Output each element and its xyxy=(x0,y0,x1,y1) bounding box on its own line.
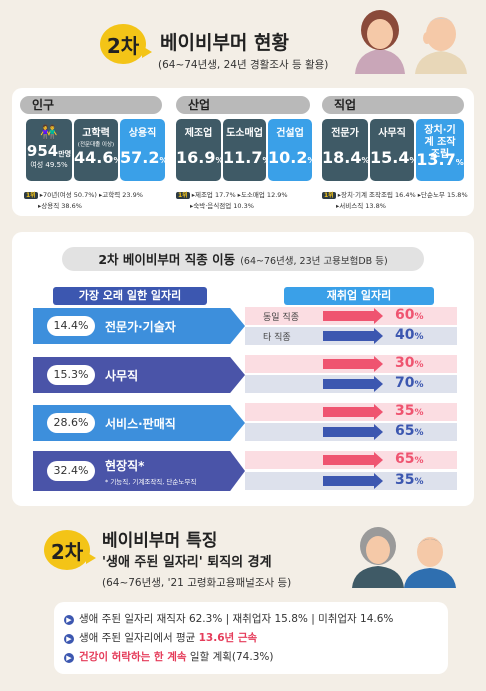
population-value: 954만명 xyxy=(26,142,72,160)
other-value: 35% xyxy=(395,472,424,488)
industry-retail-box: 도소매업 11.7% xyxy=(223,119,271,181)
occupation-note: 1위 ▸장치·기계 조작조립 16.4% ▸단순노무 15.8% ▸서비스직 13.… xyxy=(322,191,468,210)
mobility-row-left: 28.6% 서비스·판매직 xyxy=(33,405,245,441)
industry-label: 제조업 xyxy=(184,128,213,139)
row-share: 32.4% xyxy=(47,461,95,481)
occupation-value: 15.4% xyxy=(370,148,418,167)
mobility-row-left: 32.4% 현장직* * 기능직, 기계조작직, 단순노무직 xyxy=(33,451,245,491)
other-strip: 타 직종 40% xyxy=(245,327,457,345)
same-arrow xyxy=(323,356,383,372)
features-panel xyxy=(54,602,448,674)
features-source: (64~76년생, '21 고령화고용패널조사 등) xyxy=(102,577,292,589)
industry-construction-box: 건설업 10.2% xyxy=(268,119,316,181)
couple-illustration xyxy=(345,4,475,74)
mobility-title: 2차 베이비부머 직종 이동 xyxy=(98,252,236,267)
same-value: 30% xyxy=(395,355,424,371)
regular-job-value: 57.2% xyxy=(120,148,168,167)
bullet-icon: ▶ xyxy=(64,653,74,663)
other-strip: 65% xyxy=(245,423,457,441)
page-title: 베이비부머 현황 xyxy=(160,32,289,54)
row-label: 사무직 xyxy=(105,369,139,383)
header-badge: 2차 xyxy=(100,24,152,64)
same-arrow xyxy=(323,404,383,420)
same-arrow xyxy=(323,452,383,468)
feature-bullet: ▶ 건강이 허락하는 한 계속 일할 계획(74.3%) xyxy=(64,649,273,664)
mobility-title-bar: 2차 베이비부머 직종 이동 (64~76년생, 23년 고용보험DB 등) xyxy=(62,247,424,271)
other-value: 40% xyxy=(395,327,424,343)
education-label: 고학력 xyxy=(82,128,110,139)
occupation-label: 장치·기계 조작조립 xyxy=(424,125,456,160)
row-label: 전문가·기술자 xyxy=(105,320,176,334)
same-label: 동일 직종 xyxy=(263,313,299,323)
industry-manufacturing-box: 제조업 16.9% xyxy=(176,119,224,181)
industry-value: 10.2% xyxy=(268,148,316,167)
regular-job-label: 상용직 xyxy=(128,128,157,139)
left-header: 가장 오래 일한 일자리 xyxy=(53,287,207,305)
row-share: 14.4% xyxy=(47,316,95,336)
other-arrow xyxy=(323,473,383,489)
education-sub: (전문대졸 이상) xyxy=(77,142,115,148)
industry-value: 11.7% xyxy=(223,148,271,167)
education-box: 고학력 (전문대졸 이상) 44.6% xyxy=(74,119,122,181)
industry-note: 1위 ▸제조업 17.7% ▸도소매업 12.9% ▸숙박·음식점업 10.3% xyxy=(176,191,288,210)
other-label: 타 직종 xyxy=(263,333,291,343)
same-value: 65% xyxy=(395,451,424,467)
other-arrow xyxy=(323,328,383,344)
other-value: 70% xyxy=(395,375,424,391)
other-value: 65% xyxy=(395,423,424,439)
mobility-row-left: 14.4% 전문가·기술자 xyxy=(33,308,245,344)
same-strip: 65% xyxy=(245,451,457,469)
elderly-couple-illustration xyxy=(350,516,458,588)
occupation-label: 사무직 xyxy=(378,128,406,139)
same-value: 35% xyxy=(395,403,424,419)
other-strip: 70% xyxy=(245,375,457,393)
occupation-machine-box: 장치·기계 조작조립 13.7% xyxy=(416,119,464,181)
right-header: 재취업 일자리 xyxy=(284,287,434,305)
same-arrow xyxy=(323,308,383,324)
people-icon: 👫 xyxy=(40,125,58,141)
features-subtitle: '생애 주된 일자리' 퇴직의 경계 xyxy=(102,555,272,570)
bullet-icon: ▶ xyxy=(64,615,74,625)
occupation-expert-box: 전문가 18.4% xyxy=(322,119,370,181)
same-value: 60% xyxy=(395,307,424,323)
bullet-icon: ▶ xyxy=(64,634,74,644)
features-title: 베이비부머 특징 xyxy=(102,531,218,551)
mobility-subtitle: (64~76년생, 23년 고용보험DB 등) xyxy=(240,256,388,267)
regular-job-box: 상용직 57.2% xyxy=(120,119,168,181)
section-title-occupation: 직업 xyxy=(322,96,464,114)
population-box: 👫 954만명 여성 49.5% xyxy=(26,119,72,181)
row-share: 28.6% xyxy=(47,413,95,433)
occupation-value: 18.4% xyxy=(322,148,370,167)
feature-bullet: ▶ 생애 주된 일자리 재직자 62.3% | 재취업자 15.8% | 미취업자… xyxy=(64,611,393,626)
same-strip: 동일 직종 60% xyxy=(245,307,457,325)
industry-label: 건설업 xyxy=(276,128,304,139)
occupation-value: 13.7% xyxy=(416,150,464,169)
industry-label: 도소매업 xyxy=(226,128,263,139)
mobility-row-left: 15.3% 사무직 xyxy=(33,357,245,393)
occupation-label: 전문가 xyxy=(331,128,359,139)
occupation-office-box: 사무직 15.4% xyxy=(370,119,418,181)
same-strip: 35% xyxy=(245,403,457,421)
same-strip: 30% xyxy=(245,355,457,373)
features-badge: 2차 xyxy=(44,530,96,570)
other-strip: 35% xyxy=(245,472,457,490)
other-arrow xyxy=(323,376,383,392)
feature-bullet: ▶ 생애 주된 일자리에서 평균 13.6년 근속 xyxy=(64,630,257,645)
section-title-population: 인구 xyxy=(20,96,162,114)
section-title-industry: 산업 xyxy=(176,96,310,114)
other-arrow xyxy=(323,424,383,440)
industry-value: 16.9% xyxy=(176,148,224,167)
population-female-share: 여성 49.5% xyxy=(30,161,68,169)
row-label: 현장직* xyxy=(105,459,145,473)
row-footnote: * 기능직, 기계조작직, 단순노무직 xyxy=(105,478,197,486)
page-subtitle: (64~74년생, 24년 경활조사 등 활용) xyxy=(158,59,329,71)
population-note: 1위 ▸70년(여성 50.7%) ▸고학력 23.9% ▸상용직 38.6% xyxy=(24,191,143,210)
row-share: 15.3% xyxy=(47,365,95,385)
row-label: 서비스·판매직 xyxy=(105,417,176,431)
education-value: 44.6% xyxy=(74,148,122,167)
